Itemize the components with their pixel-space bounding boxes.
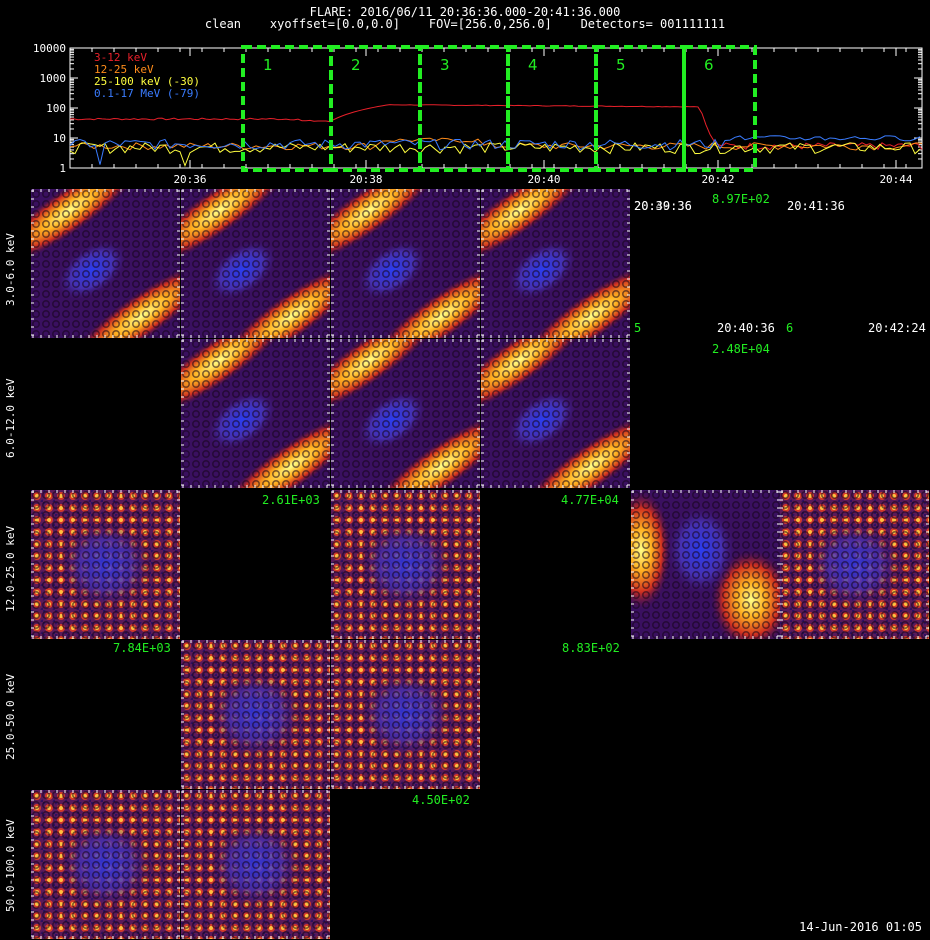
map-image-tile [331,640,480,789]
map-image-tile [780,490,929,639]
y-tick-label: 100 [46,102,66,115]
legend-entry: 12-25 keV [94,63,154,76]
interval-label: 2 [351,56,361,74]
map-image-tile [181,790,330,939]
x-tick-label: 20:44 [879,173,912,186]
time-label: 20:42:24 [868,321,926,335]
map-image-tile [331,189,480,338]
map-image [31,189,180,338]
map-image-tile [631,490,780,639]
interval-label: 1 [263,56,273,74]
row-label-25-50: 25.0-50.0 keV [4,673,17,760]
interval-label: 3 [440,56,450,74]
map-image [331,339,480,488]
interval-number-label: 5 [634,321,642,335]
map-image-tile [481,189,630,338]
interval-label: 6 [704,56,714,74]
interval-box [682,45,757,172]
map-image [181,790,330,939]
peak-value-label: 2.61E+03 [262,493,320,507]
map-image [181,339,330,488]
series-3-12-kev [69,104,923,151]
legend-entry: 25-100 keV (-30) [94,75,200,88]
row-label-3-6: 3.0-6.0 keV [4,233,17,306]
map-image [331,640,480,789]
y-tick-label: 10 [53,132,66,145]
peak-value-label: 4.77E+04 [561,493,619,507]
time-label: 20:40:36 [717,321,775,335]
interval-box [506,45,598,172]
interval-box [241,45,333,172]
peak-value-label: 8.97E+02 [712,192,770,206]
map-image-tile [481,339,630,488]
map-image-tile [31,790,180,939]
peak-value-label: 2.48E+04 [712,342,770,356]
plot-subtitle: clean xyoffset=[0.0,0.0] FOV=[256.0,256.… [204,17,726,31]
map-image [31,490,180,639]
legend-entry: 3-12 keV [94,51,147,64]
x-tick-label: 20:38 [349,173,382,186]
map-image-tile [181,640,330,789]
time-label: 20:41:36 [787,199,845,213]
series-0.1-17-mev [69,135,921,165]
interval-number-label: 6 [786,321,794,335]
map-image [331,189,480,338]
row-label-50-100: 50.0-100.0 keV [4,819,17,912]
map-image [331,490,480,639]
creation-date: 14-Jun-2016 01:05 [799,920,922,934]
map-image-tile [31,189,180,338]
map-image [780,490,929,639]
map-image-tile [331,339,480,488]
time-label: 20:39:36 [634,199,692,213]
map-image [31,790,180,939]
time-label-overlap: 20:40:36 [634,199,692,213]
peak-value-label: 4.50E+02 [412,793,470,807]
legend-entry: 0.1-17 MeV (-79) [94,87,200,100]
map-image-tile [31,490,180,639]
interval-label: 4 [528,56,538,74]
map-image [631,490,780,639]
interval-box [594,45,686,172]
x-tick-label: 20:40 [527,173,560,186]
plot-title: FLARE: 2016/06/11 20:36:36.000-20:41:36.… [309,5,621,19]
map-image-tile [181,339,330,488]
map-image-tile [181,189,330,338]
plot-frame [69,47,923,169]
map-image [481,339,630,488]
map-image [181,640,330,789]
row-label-6-12: 6.0-12.0 keV [4,378,17,458]
y-tick-label: 10000 [33,42,66,55]
y-tick-label: 1 [59,162,66,175]
map-image-tile [331,490,480,639]
peak-value-label: 8.83E+02 [562,641,620,655]
row-label-12-25: 12.0-25.0 keV [4,525,17,612]
y-tick-label: 1000 [40,72,67,85]
map-image [481,189,630,338]
interval-label: 5 [616,56,626,74]
peak-value-label: 7.84E+03 [113,641,171,655]
x-tick-label: 20:42 [701,173,734,186]
interval-box [329,45,422,172]
series-25-100-kev [69,141,921,168]
series-12-25-kev [69,137,923,151]
map-image [181,189,330,338]
interval-box [418,45,510,172]
x-tick-label: 20:36 [173,173,206,186]
lightcurve-chart: 10000 1000 100 10 1 20:36 20:38 20:40 20:42 20:44… [33,42,923,186]
